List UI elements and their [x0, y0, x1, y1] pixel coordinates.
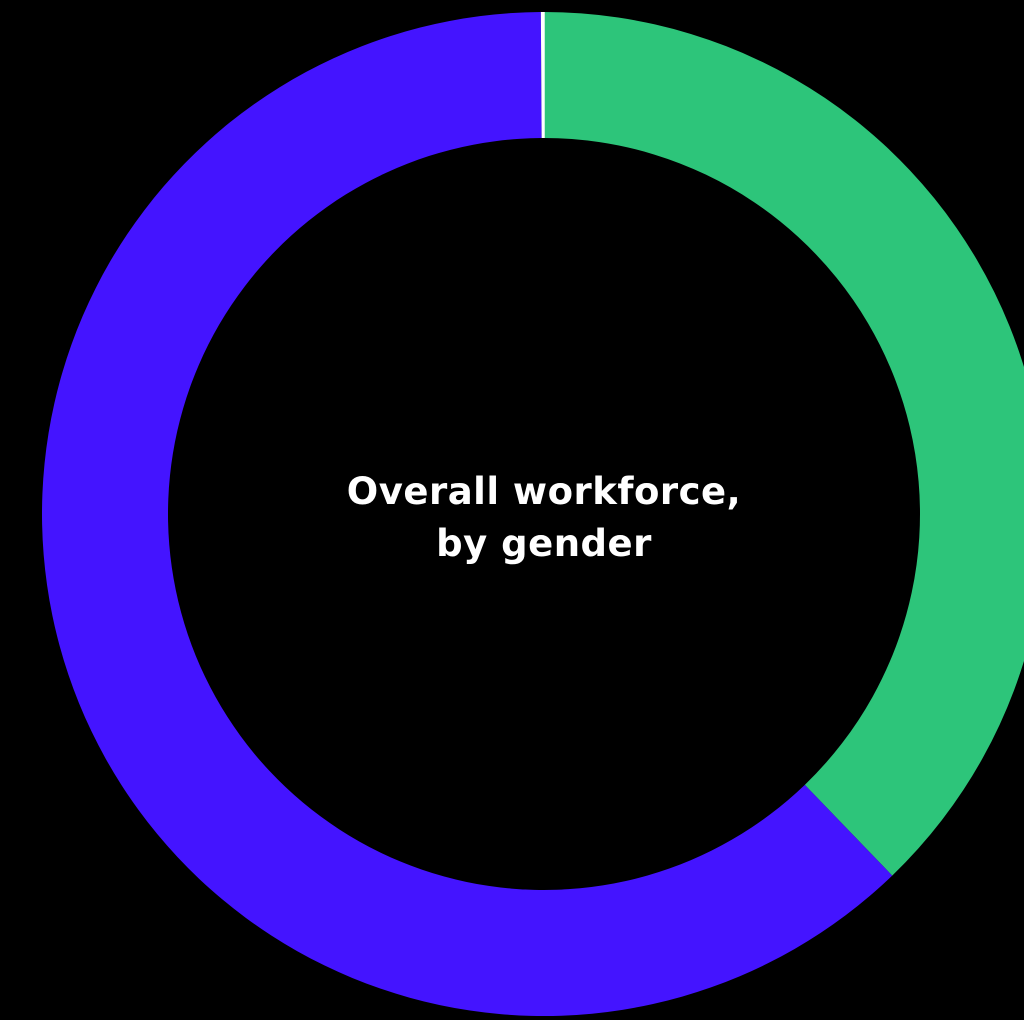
chart-title-line-1: Overall workforce, [346, 470, 742, 513]
donut-slice-2 [42, 12, 893, 1016]
chart-title-line-2: by gender [436, 522, 652, 565]
donut-slice-3 [540, 12, 544, 139]
chart-title: Overall workforce, by gender [312, 466, 776, 570]
donut-slices [42, 12, 1024, 1016]
donut-slice-1 [544, 12, 1024, 876]
